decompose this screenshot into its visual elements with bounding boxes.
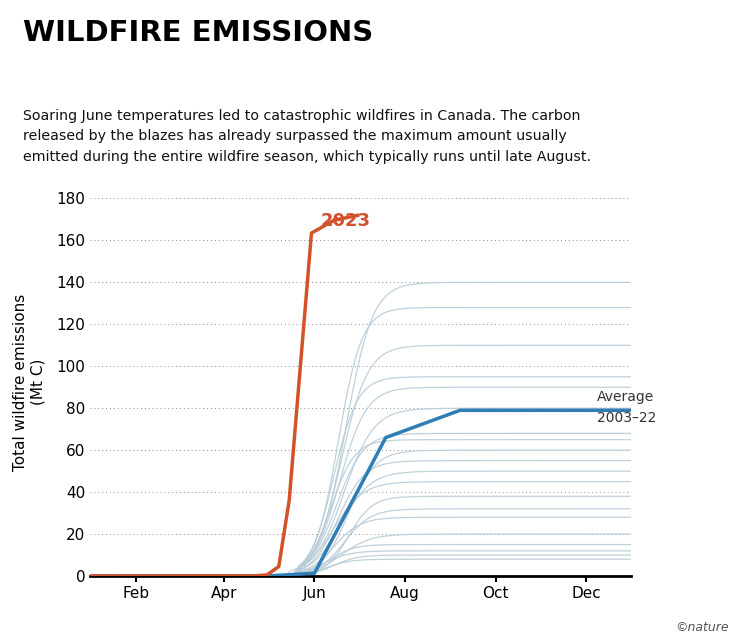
Y-axis label: Total wildfire emissions
(Mt C): Total wildfire emissions (Mt C) <box>13 293 45 470</box>
Text: Average: Average <box>597 390 654 404</box>
Text: WILDFIRE EMISSIONS: WILDFIRE EMISSIONS <box>23 19 372 47</box>
Text: Soaring June temperatures led to catastrophic wildfires in Canada. The carbon
re: Soaring June temperatures led to catastr… <box>23 109 590 164</box>
Text: 2003–22: 2003–22 <box>597 411 656 425</box>
Text: 2023: 2023 <box>321 212 370 230</box>
Text: ©nature: ©nature <box>675 621 728 634</box>
